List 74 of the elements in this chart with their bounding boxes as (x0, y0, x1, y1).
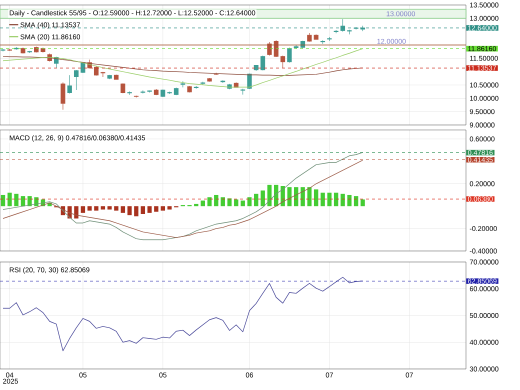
candlestick (34, 46, 39, 53)
bar (254, 194, 258, 206)
candlestick (287, 47, 292, 63)
candlestick (200, 81, 206, 86)
bar (334, 192, 338, 206)
bar (320, 192, 325, 206)
bar (14, 194, 18, 206)
bar (340, 194, 345, 206)
candlestick (154, 88, 159, 96)
candlestick (347, 29, 352, 35)
candlestick (220, 80, 226, 84)
candlestick (207, 78, 212, 82)
bar (147, 206, 152, 213)
candlestick (67, 74, 72, 94)
bar (100, 206, 106, 210)
bar (134, 206, 138, 216)
candlestick (127, 91, 132, 96)
bar (274, 184, 278, 206)
candlestick (340, 18, 346, 32)
candlestick (160, 89, 166, 98)
bar (314, 189, 318, 206)
bar (194, 204, 198, 206)
bar (167, 206, 172, 210)
bar (87, 206, 92, 211)
bar (154, 206, 158, 212)
candlestick (187, 86, 192, 93)
candlestick (294, 44, 298, 50)
candlestick (360, 25, 366, 32)
candlestick (120, 83, 126, 94)
candlestick (100, 72, 106, 78)
bar (107, 206, 112, 210)
candlestick (7, 48, 12, 52)
bar (127, 206, 132, 216)
bar (114, 206, 118, 211)
candlestick (174, 87, 179, 96)
bar (120, 206, 126, 213)
bar (140, 206, 146, 214)
bar (247, 197, 252, 206)
candlestick (140, 90, 146, 94)
bar (354, 196, 358, 206)
candlestick (240, 88, 246, 95)
bar (327, 192, 332, 206)
candlestick (247, 73, 252, 90)
bar (300, 187, 305, 206)
candlestick (334, 30, 338, 34)
bar (260, 190, 265, 206)
candlestick (0, 48, 6, 52)
candlestick (147, 90, 152, 93)
bar (240, 200, 245, 206)
candlestick (27, 50, 32, 54)
candlestick (280, 55, 286, 68)
candlestick (327, 36, 332, 42)
bar (360, 199, 365, 206)
bar (220, 197, 225, 206)
bar (8, 192, 12, 206)
candlestick (194, 86, 198, 90)
candlestick (60, 82, 66, 110)
bar (74, 206, 78, 218)
candlestick (167, 91, 172, 94)
bar (294, 187, 298, 206)
bar (234, 199, 238, 206)
candlestick (74, 70, 79, 90)
bar (80, 206, 86, 213)
candlestick (260, 55, 266, 71)
bar (214, 194, 218, 206)
candlestick (320, 40, 326, 44)
candlestick (80, 62, 86, 74)
bar (160, 206, 166, 211)
candlestick (20, 47, 26, 54)
candlestick (307, 32, 312, 42)
candlestick (107, 74, 112, 80)
bar (94, 206, 98, 211)
bar (200, 200, 205, 206)
candlestick (134, 95, 139, 98)
